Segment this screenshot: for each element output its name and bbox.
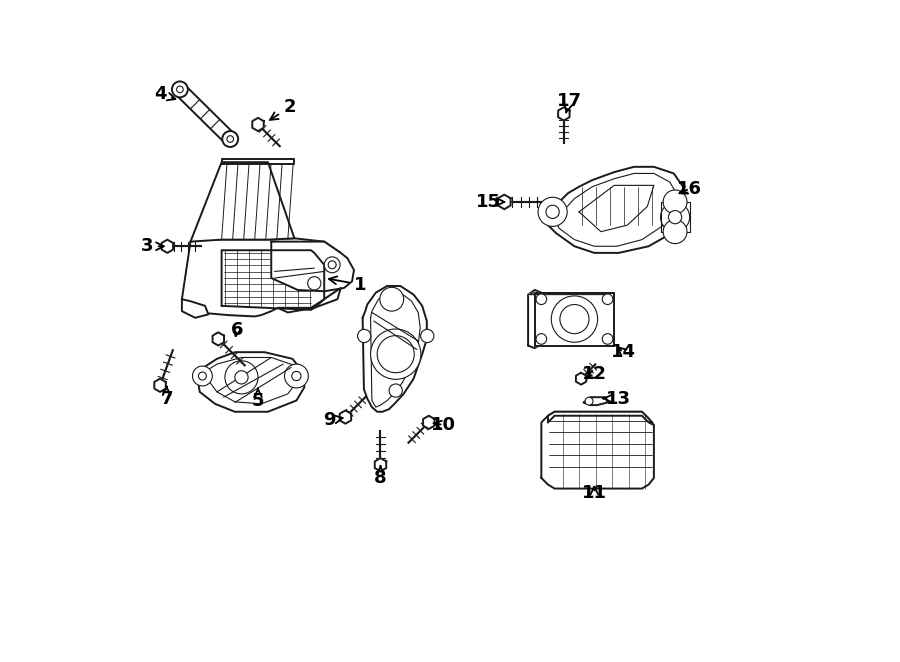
Text: 9: 9 (323, 411, 343, 430)
Text: 14: 14 (611, 343, 636, 361)
Polygon shape (176, 85, 235, 144)
Polygon shape (374, 458, 386, 471)
Circle shape (663, 190, 687, 214)
Circle shape (176, 86, 184, 93)
Circle shape (292, 371, 302, 381)
Polygon shape (182, 238, 344, 316)
Polygon shape (221, 250, 324, 310)
Circle shape (284, 364, 309, 388)
Text: 11: 11 (581, 484, 607, 502)
Circle shape (420, 330, 434, 343)
Circle shape (227, 136, 233, 142)
Text: 10: 10 (431, 416, 456, 434)
Text: 16: 16 (677, 179, 702, 198)
Circle shape (602, 294, 613, 305)
Text: 17: 17 (557, 91, 581, 113)
Polygon shape (661, 202, 689, 232)
Polygon shape (197, 352, 304, 412)
Circle shape (235, 371, 248, 384)
Text: 6: 6 (230, 320, 243, 339)
Circle shape (222, 131, 239, 147)
Circle shape (308, 277, 321, 290)
Polygon shape (548, 167, 685, 253)
Circle shape (193, 366, 212, 386)
Circle shape (371, 329, 421, 379)
Circle shape (663, 220, 687, 244)
Polygon shape (191, 162, 294, 242)
Circle shape (380, 287, 404, 311)
Circle shape (357, 330, 371, 343)
Polygon shape (542, 412, 654, 489)
Circle shape (198, 372, 206, 380)
Text: 2: 2 (270, 98, 296, 120)
Polygon shape (576, 373, 586, 385)
Polygon shape (339, 410, 351, 424)
Circle shape (225, 361, 258, 394)
Polygon shape (584, 397, 608, 405)
Circle shape (328, 261, 336, 269)
Circle shape (602, 334, 613, 344)
Text: 5: 5 (252, 389, 265, 410)
Text: 15: 15 (476, 193, 505, 211)
Polygon shape (252, 118, 264, 131)
Polygon shape (423, 416, 435, 429)
Polygon shape (498, 195, 510, 209)
Polygon shape (154, 379, 166, 392)
Circle shape (560, 305, 589, 334)
Circle shape (377, 336, 414, 373)
Circle shape (324, 257, 340, 273)
Polygon shape (221, 159, 294, 164)
Polygon shape (558, 107, 570, 120)
Circle shape (585, 397, 593, 405)
Text: 13: 13 (603, 389, 631, 408)
Polygon shape (363, 286, 427, 412)
Text: 8: 8 (374, 466, 387, 487)
Circle shape (661, 203, 689, 232)
Polygon shape (182, 299, 209, 318)
Polygon shape (535, 293, 614, 346)
Text: 4: 4 (154, 85, 176, 103)
Circle shape (536, 294, 546, 305)
Polygon shape (278, 288, 341, 312)
Circle shape (552, 296, 598, 342)
Polygon shape (271, 242, 354, 291)
Text: 7: 7 (160, 387, 173, 408)
Circle shape (536, 334, 546, 344)
Text: 3: 3 (140, 237, 164, 256)
Circle shape (538, 197, 567, 226)
Circle shape (546, 205, 559, 218)
Polygon shape (212, 332, 224, 346)
Circle shape (172, 81, 188, 97)
Polygon shape (162, 240, 173, 253)
Circle shape (669, 211, 681, 224)
Polygon shape (528, 290, 542, 348)
Polygon shape (548, 412, 654, 425)
Text: 12: 12 (581, 365, 607, 383)
Polygon shape (528, 293, 614, 295)
Circle shape (389, 384, 402, 397)
Text: 1: 1 (328, 275, 367, 294)
